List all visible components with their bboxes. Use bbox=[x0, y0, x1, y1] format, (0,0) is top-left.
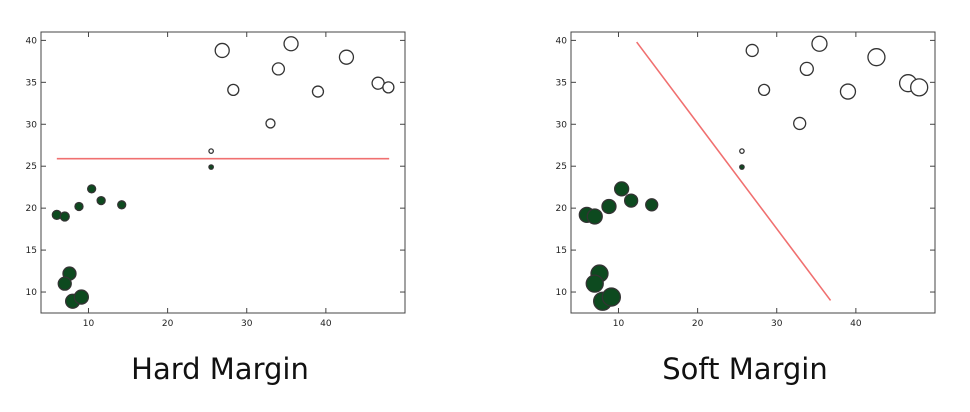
dark-data-point bbox=[208, 164, 214, 170]
white-data-point bbox=[910, 78, 929, 97]
plot-frame bbox=[570, 31, 936, 314]
x-tick-label: 40 bbox=[850, 319, 862, 329]
dark-data-point bbox=[645, 198, 659, 212]
y-tick-label: 35 bbox=[26, 78, 37, 88]
y-tick-label: 15 bbox=[26, 246, 37, 256]
dark-data-point bbox=[74, 201, 84, 212]
white-data-point bbox=[208, 148, 214, 154]
x-tick-label: 10 bbox=[613, 319, 625, 329]
dark-data-point bbox=[86, 184, 97, 194]
white-data-point bbox=[338, 49, 355, 65]
plot-frame bbox=[40, 31, 406, 314]
y-tick-label: 40 bbox=[26, 36, 38, 46]
white-data-point bbox=[311, 85, 325, 98]
white-data-point bbox=[265, 118, 276, 129]
x-tick-label: 30 bbox=[241, 319, 253, 329]
white-data-point bbox=[811, 35, 828, 52]
dark-data-point bbox=[117, 200, 127, 210]
dark-data-point bbox=[601, 287, 622, 307]
white-data-point bbox=[799, 61, 814, 77]
dark-data-point bbox=[739, 164, 745, 170]
white-data-point bbox=[745, 43, 759, 58]
white-data-point bbox=[382, 81, 395, 94]
x-tick-label: 10 bbox=[83, 319, 95, 329]
y-tick-label: 20 bbox=[556, 204, 568, 214]
dark-data-point bbox=[585, 274, 604, 293]
x-tick-label: 30 bbox=[771, 319, 783, 329]
white-data-point bbox=[739, 148, 745, 154]
white-data-point bbox=[867, 48, 886, 67]
x-tick-label: 40 bbox=[320, 319, 332, 329]
hard-margin-caption: Hard Margin bbox=[131, 352, 309, 386]
dark-data-point bbox=[601, 198, 617, 215]
soft-margin-panel: 10 20 30 40 10 15 20 25 30 35 40 bbox=[510, 0, 950, 335]
y-tick-label: 25 bbox=[26, 162, 37, 172]
dark-data-point bbox=[586, 208, 603, 225]
dark-data-point bbox=[96, 195, 106, 206]
soft-margin-chart: 10 20 30 40 10 15 20 25 30 35 40 bbox=[556, 31, 936, 329]
y-tick-label: 10 bbox=[556, 288, 568, 298]
white-data-point bbox=[793, 116, 807, 131]
white-data-point bbox=[839, 83, 857, 100]
dark-data-point bbox=[57, 276, 72, 291]
hard-margin-panel: 10 20 30 40 10 15 20 25 30 35 40 bbox=[0, 0, 420, 335]
white-data-point bbox=[271, 62, 286, 76]
y-tick-label: 30 bbox=[26, 120, 38, 130]
dark-data-point bbox=[623, 193, 639, 208]
dark-data-point bbox=[613, 181, 630, 197]
x-tick-label: 20 bbox=[692, 319, 704, 329]
y-tick-label: 10 bbox=[26, 288, 38, 298]
y-tick-label: 30 bbox=[556, 120, 568, 130]
white-data-point bbox=[214, 42, 230, 59]
dark-data-point bbox=[59, 211, 70, 222]
y-tick-label: 20 bbox=[26, 204, 38, 214]
soft-margin-caption: Soft Margin bbox=[662, 352, 828, 386]
white-data-point bbox=[283, 36, 299, 52]
y-tick-label: 35 bbox=[556, 78, 567, 88]
white-data-point bbox=[757, 83, 771, 97]
y-tick-label: 25 bbox=[556, 162, 567, 172]
y-tick-label: 15 bbox=[556, 246, 567, 256]
x-tick-label: 20 bbox=[162, 319, 174, 329]
dark-data-point bbox=[73, 289, 90, 305]
white-data-point bbox=[227, 83, 240, 97]
decision-boundary bbox=[636, 41, 832, 301]
hard-margin-chart: 10 20 30 40 10 15 20 25 30 35 40 bbox=[26, 31, 406, 329]
y-tick-label: 40 bbox=[556, 36, 568, 46]
